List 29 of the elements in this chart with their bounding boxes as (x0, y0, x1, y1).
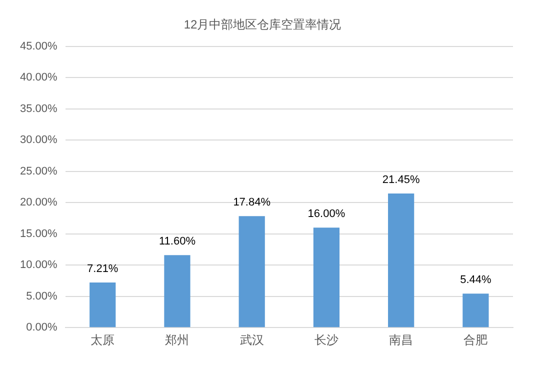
x-tick-label: 太原 (90, 333, 115, 348)
y-tick-label: 45.00% (20, 40, 58, 52)
x-tick-label: 合肥 (464, 333, 488, 348)
bar (164, 255, 190, 328)
data-label: 17.84% (233, 196, 271, 209)
y-tick-label: 10.00% (20, 259, 58, 272)
bar (90, 282, 116, 328)
y-tick-label: 5.00% (26, 290, 58, 302)
data-label: 5.44% (460, 274, 492, 286)
x-tick-label: 郑州 (165, 333, 190, 348)
bar (238, 216, 265, 328)
data-label: 16.00% (308, 208, 346, 220)
x-tick-label: 长沙 (314, 333, 338, 348)
bar (313, 228, 340, 328)
y-tick-label: 30.00% (20, 134, 58, 146)
y-tick-label: 25.00% (20, 165, 58, 178)
bar (462, 294, 489, 328)
y-tick-label: 0.00% (26, 322, 58, 334)
data-label: 21.45% (382, 174, 420, 186)
y-tick-label: 35.00% (20, 102, 58, 115)
y-tick-label: 15.00% (20, 228, 58, 240)
data-label: 11.60% (158, 236, 196, 248)
y-tick-label: 40.00% (20, 72, 58, 84)
x-tick-label: 武汉 (240, 333, 264, 348)
chart-title: 12月中部地区仓库空置率情况 (184, 18, 342, 32)
x-tick-label: 南昌 (389, 333, 414, 348)
data-label: 7.21% (87, 263, 118, 276)
y-tick-label: 20.00% (20, 196, 58, 209)
bar (388, 194, 414, 328)
